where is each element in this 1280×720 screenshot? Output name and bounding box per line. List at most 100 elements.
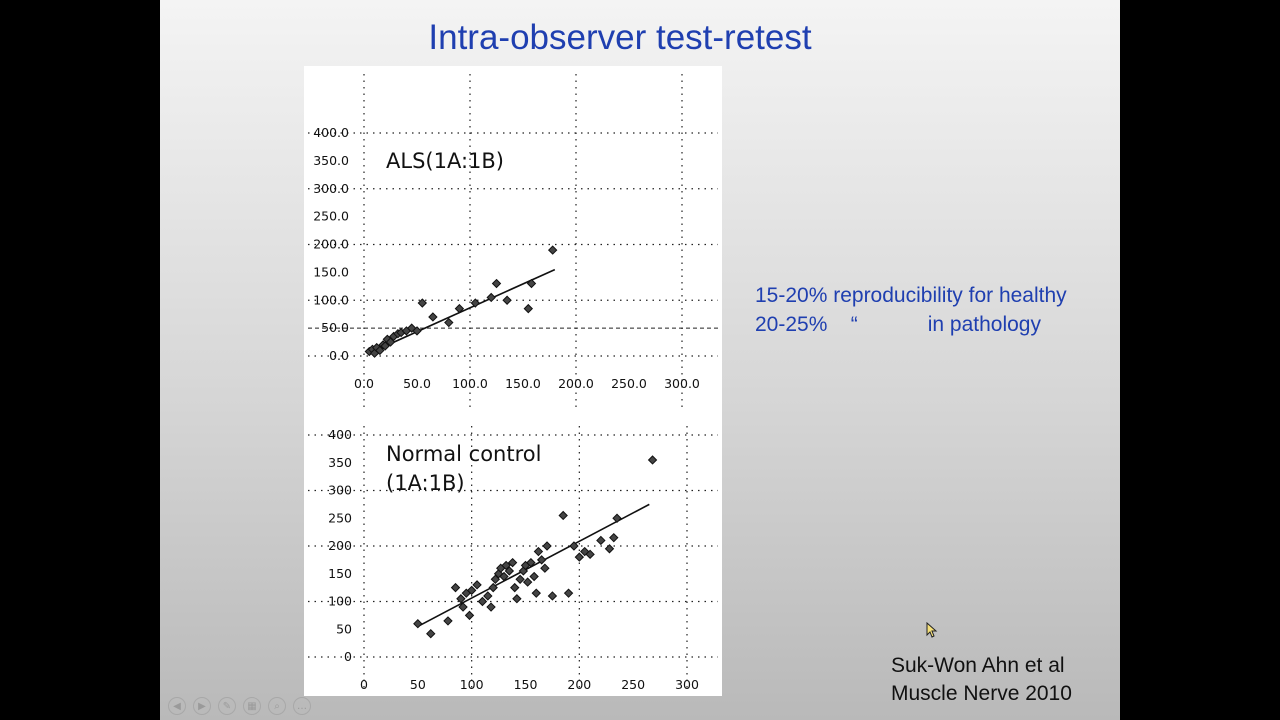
chart2-data-point <box>529 571 539 582</box>
citation-author: Suk-Won Ahn et al <box>891 654 1065 677</box>
chart1-data-point <box>526 278 537 289</box>
chart1-data-point <box>444 317 454 328</box>
chart1-x-tick-label: 300.0 <box>664 376 700 391</box>
chart1-x-tick-label: 50.0 <box>403 376 431 391</box>
chart2-data-point <box>536 555 547 565</box>
chart2-fit-line <box>417 503 650 628</box>
chart2-data-point <box>456 594 466 604</box>
chart2-data-point <box>426 628 436 639</box>
chart2-data-point <box>558 510 568 521</box>
chart2-x-tick-label: 250 <box>621 677 645 692</box>
chart1-x-tick-label: 100.0 <box>452 376 488 391</box>
chart2-y-tick-label: 350 <box>328 455 352 470</box>
chart2-x-tick-label: 150 <box>514 677 538 692</box>
chart2-y-tick-label: 100 <box>328 594 352 609</box>
slide: Intra-observer test-retest 0.0 50.0 100.0 1… <box>160 0 1120 720</box>
chart1-y-tick-label: 0.0 <box>329 348 349 363</box>
chart2-data-point <box>547 591 558 601</box>
chart2-data-point <box>413 618 423 629</box>
chart2-y-tick-label: 300 <box>328 483 352 498</box>
chart2-data-point <box>540 563 550 573</box>
scatter-figure: 0.0 50.0 100.0 150.0 200.0 250.0 300.0 350.0 400… <box>304 66 722 696</box>
chart2-data-point <box>612 513 622 523</box>
chart2-y-tick-label: 400 <box>328 427 352 442</box>
chart1-x-tick-label: 150.0 <box>505 376 541 391</box>
chart2-x-tick-label: 50 <box>410 677 426 692</box>
pen-icon[interactable]: ✎ <box>218 697 236 715</box>
chart2-data-point <box>522 577 533 587</box>
chart1-y-tick-label: 150.0 <box>313 264 349 279</box>
chart2-data-point <box>647 455 658 465</box>
next-slide-icon[interactable]: ▶ <box>193 697 211 715</box>
chart2-data-point <box>507 557 518 568</box>
chart1-y-tick-label: 400.0 <box>313 125 349 140</box>
chart2-y-tick-label: 200 <box>328 538 352 553</box>
chart2-data-point <box>531 588 541 598</box>
chart2-data-point <box>477 596 488 607</box>
chart2-data-point <box>483 591 493 601</box>
chart2-annotation: (1A:1B) <box>386 471 465 495</box>
chart2-x-tick-label: 200 <box>567 677 591 692</box>
chart1-y-tick-label: 300.0 <box>313 181 349 196</box>
chart2-annotation: Normal control <box>386 442 541 466</box>
chart2-x-tick-label: 100 <box>460 677 484 692</box>
chart2-data-point <box>501 560 511 571</box>
chart2-data-point <box>609 532 619 543</box>
chart1-y-tick-label: 350.0 <box>313 153 349 168</box>
chart1-data-point <box>486 292 496 303</box>
chart1-data-point <box>412 326 422 336</box>
chart2-data-point <box>526 557 536 568</box>
chart2-data-point <box>512 594 522 604</box>
chart1-data-point <box>380 341 390 351</box>
chart2-y-tick-label: 50 <box>336 621 352 636</box>
chart2-data-point <box>596 535 606 546</box>
more-options-icon[interactable]: … <box>293 697 311 715</box>
chart2-data-point <box>466 585 477 596</box>
chart2-data-point <box>464 610 475 621</box>
chart2-y-tick-label: 0 <box>344 649 352 664</box>
chart1-x-tick-label: 250.0 <box>611 376 647 391</box>
slide-title: Intra-observer test-retest <box>428 18 812 57</box>
slides-grid-icon[interactable]: ▦ <box>243 697 261 715</box>
chart2-x-tick-label: 0 <box>360 677 368 692</box>
chart1-data-point <box>454 303 465 314</box>
chart2-data-point <box>443 616 453 626</box>
citation-journal: Muscle Nerve 2010 <box>891 682 1072 705</box>
chart1-data-point <box>502 295 512 305</box>
chart2-x-tick-label: 300 <box>675 677 699 692</box>
chart1-y-tick-label: 250.0 <box>313 209 349 224</box>
chart1-data-point <box>417 298 428 308</box>
chart2-data-point <box>486 602 496 612</box>
chart1-y-tick-label: 100.0 <box>313 292 349 307</box>
previous-slide-icon[interactable]: ◀ <box>168 697 186 715</box>
chart1-fit-line <box>368 268 556 354</box>
mouse-cursor-icon <box>926 622 938 638</box>
note-pathology: 20-25% “ in pathology <box>755 313 1041 336</box>
chart2-data-point <box>533 546 544 557</box>
chart1-annotation: ALS(1A:1B) <box>386 149 504 173</box>
chart1-data-point <box>428 312 438 322</box>
chart2-data-point <box>510 582 520 593</box>
chart2-data-point <box>563 588 574 598</box>
note-healthy: 15-20% reproducibility for healthy <box>755 284 1067 307</box>
scatter-charts: 0.0 50.0 100.0 150.0 200.0 250.0 300.0 350.0 400… <box>308 74 718 692</box>
chart2-data-point <box>450 582 461 593</box>
chart2-data-point <box>472 580 482 590</box>
chart2-data-point <box>488 582 498 593</box>
chart2-data-point <box>504 566 515 576</box>
chart1-data-point <box>491 278 502 289</box>
zoom-icon[interactable]: ⌕ <box>268 697 286 715</box>
chart2-data-point <box>585 549 595 560</box>
chart1-data-point <box>375 345 385 356</box>
chart2-data-point <box>569 541 579 551</box>
chart1-data-point <box>523 303 534 314</box>
slideshow-controls: ◀ ▶ ✎ ▦ ⌕ … <box>168 697 311 717</box>
chart2-y-tick-label: 250 <box>328 510 352 525</box>
chart1-y-tick-label: 50.0 <box>321 320 349 335</box>
chart1-y-tick-label: 200.0 <box>313 237 349 252</box>
chart1-x-tick-label: 200.0 <box>558 376 594 391</box>
chart2-y-tick-label: 150 <box>328 566 352 581</box>
chart2-data-point <box>458 602 468 612</box>
chart2-data-point <box>515 574 525 585</box>
chart1-data-point <box>547 245 558 255</box>
